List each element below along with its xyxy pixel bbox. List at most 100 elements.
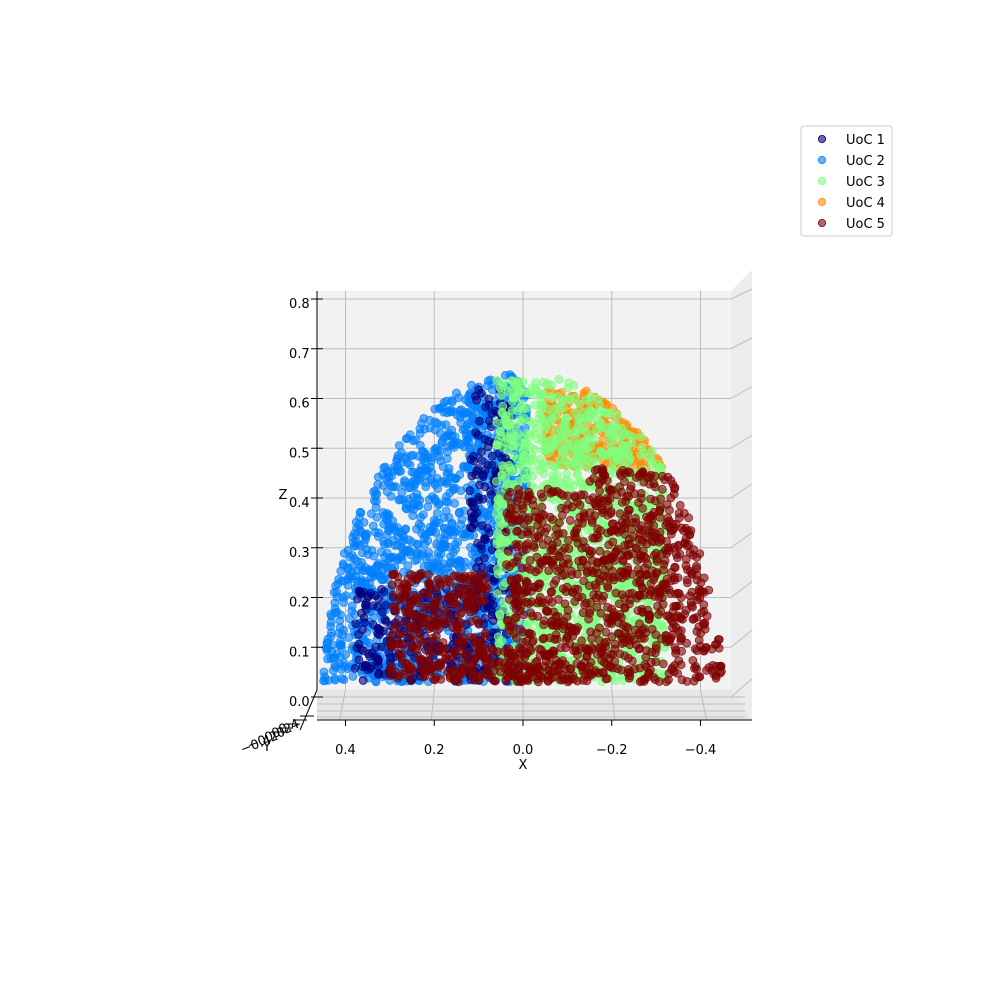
data-point xyxy=(646,657,656,667)
data-point xyxy=(511,540,521,549)
data-point xyxy=(436,549,446,559)
data-point xyxy=(503,547,513,556)
z-tick-label: 0.5 xyxy=(289,446,310,461)
data-point xyxy=(606,661,616,671)
x-tick-label: 0.2 xyxy=(424,743,445,758)
data-point xyxy=(669,572,679,582)
data-point xyxy=(348,538,358,547)
data-point xyxy=(356,588,365,598)
data-point xyxy=(551,403,561,413)
data-point xyxy=(662,611,672,621)
data-point xyxy=(682,677,692,686)
data-point xyxy=(562,469,571,479)
data-point xyxy=(474,416,484,426)
data-point xyxy=(430,417,440,427)
data-point xyxy=(465,497,475,507)
data-point xyxy=(379,540,389,549)
data-point xyxy=(607,464,617,473)
data-point xyxy=(492,418,502,428)
data-point xyxy=(447,556,457,566)
data-point xyxy=(421,465,431,475)
z-tick-label: 0.1 xyxy=(289,645,310,660)
data-point xyxy=(415,424,425,434)
data-point xyxy=(569,674,579,684)
data-point xyxy=(594,636,604,645)
data-point xyxy=(512,496,522,506)
y-axis-label: Y xyxy=(262,740,271,755)
data-point xyxy=(541,606,551,616)
data-point xyxy=(693,595,702,605)
data-point xyxy=(487,460,497,470)
data-point xyxy=(567,502,577,512)
data-point xyxy=(604,484,614,494)
data-point xyxy=(662,677,671,687)
grid-line-floor xyxy=(700,689,707,721)
data-point xyxy=(373,654,383,664)
data-point xyxy=(505,626,515,636)
data-point xyxy=(389,522,399,532)
data-point xyxy=(390,602,400,611)
data-point xyxy=(424,548,434,557)
data-point xyxy=(715,668,725,678)
data-point xyxy=(562,426,572,436)
data-point xyxy=(639,634,649,643)
data-point xyxy=(452,525,462,535)
data-point xyxy=(597,656,607,665)
data-point xyxy=(692,664,701,674)
data-point xyxy=(633,565,643,574)
data-point xyxy=(465,654,475,664)
data-point xyxy=(628,656,637,666)
data-point xyxy=(538,673,547,683)
z-tick-label: 0.4 xyxy=(289,496,310,511)
data-point xyxy=(660,475,669,485)
data-point xyxy=(426,562,436,572)
data-point xyxy=(675,500,685,510)
data-point xyxy=(524,662,534,671)
data-point xyxy=(363,593,373,602)
data-point xyxy=(339,675,349,685)
data-point xyxy=(651,548,661,558)
data-point xyxy=(493,564,502,574)
data-point xyxy=(684,540,694,550)
data-point xyxy=(339,658,349,668)
data-point xyxy=(550,634,560,644)
data-point xyxy=(595,546,605,556)
data-point xyxy=(373,629,383,638)
data-point xyxy=(347,601,357,611)
data-point xyxy=(432,601,441,611)
data-point xyxy=(543,484,553,494)
data-point xyxy=(658,484,667,494)
data-point xyxy=(527,637,537,647)
data-point xyxy=(475,639,485,649)
data-point xyxy=(620,593,629,603)
data-point xyxy=(428,477,438,487)
data-point xyxy=(362,529,372,539)
data-point xyxy=(394,671,404,681)
data-point xyxy=(502,663,512,672)
data-point xyxy=(455,406,465,416)
data-point xyxy=(481,402,491,412)
data-point xyxy=(585,414,595,424)
data-point xyxy=(373,602,383,612)
data-point xyxy=(551,576,561,585)
data-point xyxy=(341,650,351,659)
data-point xyxy=(637,526,647,535)
data-point xyxy=(536,558,546,567)
data-point xyxy=(681,523,691,533)
data-point xyxy=(617,639,627,648)
data-point xyxy=(400,477,409,487)
data-point xyxy=(571,527,581,536)
data-point xyxy=(513,429,523,439)
data-point xyxy=(493,500,503,509)
data-point xyxy=(504,562,514,571)
data-point xyxy=(470,675,480,685)
data-point xyxy=(514,664,524,674)
data-point xyxy=(549,607,559,617)
data-point xyxy=(530,400,540,410)
data-point xyxy=(326,618,336,627)
data-point xyxy=(518,377,528,387)
data-point xyxy=(448,548,458,558)
data-point xyxy=(538,634,548,644)
data-point xyxy=(442,469,452,479)
data-point xyxy=(377,642,386,652)
